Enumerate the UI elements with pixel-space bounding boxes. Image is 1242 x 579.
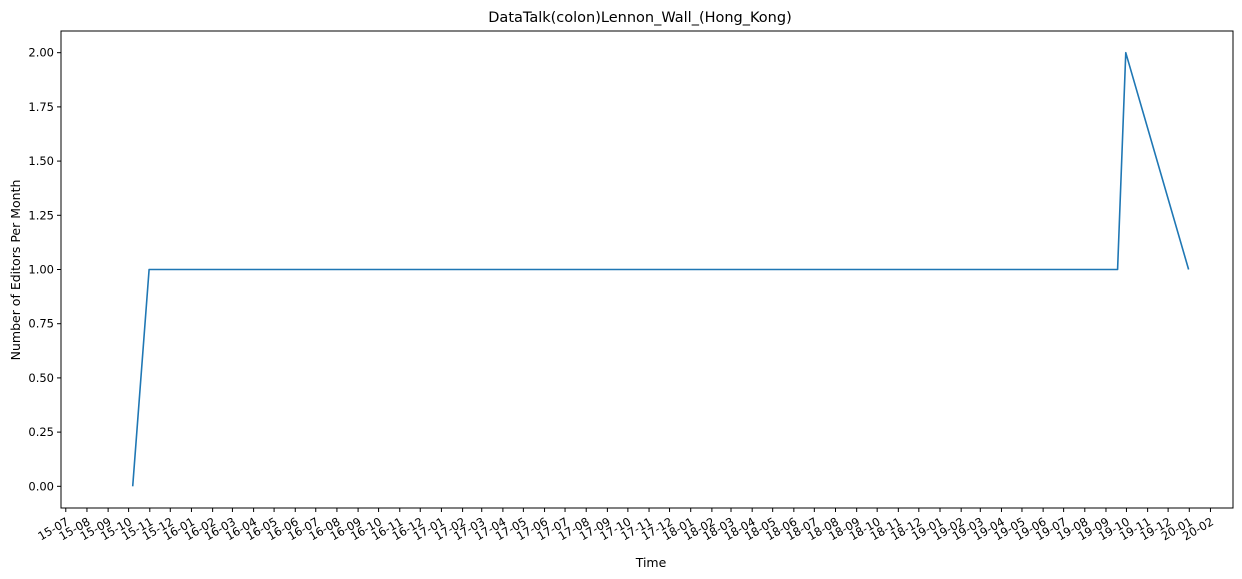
y-axis: 0.00 0.25 0.50 0.75 1.00 1.25 1.50 1.75 2.00 [28, 46, 61, 493]
x-axis-label: Time [635, 555, 667, 570]
y-tick-label: 1.25 [28, 208, 54, 222]
chart-title: DataTalk(colon)Lennon_Wall_(Hong_Kong) [488, 10, 791, 26]
x-axis: 15-0715-0815-0915-1015-1115-1216-0116-02… [35, 508, 1216, 543]
y-tick-label: 0.75 [28, 317, 54, 331]
y-axis-label: Number of Editors Per Month [8, 180, 23, 361]
y-tick-label: 1.75 [28, 100, 54, 114]
y-tick-label: 0.50 [28, 371, 54, 385]
y-tick-label: 1.00 [28, 263, 54, 277]
y-tick-label: 1.50 [28, 154, 54, 168]
y-tick-label: 0.25 [28, 425, 54, 439]
y-tick-label: 0.00 [28, 479, 54, 493]
series-line [131, 51, 1190, 487]
y-tick-label: 2.00 [28, 46, 54, 60]
series-layer [131, 51, 1190, 487]
